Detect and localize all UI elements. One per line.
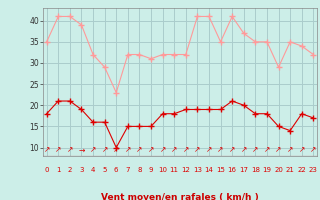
Text: ↗: ↗ bbox=[194, 146, 201, 155]
Text: ↗: ↗ bbox=[287, 146, 293, 155]
Text: ↗: ↗ bbox=[136, 146, 143, 155]
Text: ↗: ↗ bbox=[264, 146, 270, 155]
Text: ↗: ↗ bbox=[183, 146, 189, 155]
Text: ↗: ↗ bbox=[171, 146, 177, 155]
Text: ↗: ↗ bbox=[229, 146, 235, 155]
Text: ↗: ↗ bbox=[101, 146, 108, 155]
Text: →: → bbox=[78, 146, 85, 155]
Text: ↗: ↗ bbox=[217, 146, 224, 155]
Text: ↗: ↗ bbox=[148, 146, 154, 155]
Text: ↗: ↗ bbox=[310, 146, 316, 155]
Text: ↗: ↗ bbox=[299, 146, 305, 155]
Text: ↗: ↗ bbox=[44, 146, 50, 155]
Text: ↗: ↗ bbox=[275, 146, 282, 155]
Text: ↗: ↗ bbox=[90, 146, 96, 155]
Text: ↗: ↗ bbox=[125, 146, 131, 155]
Text: ↗: ↗ bbox=[206, 146, 212, 155]
Text: ↗: ↗ bbox=[67, 146, 73, 155]
Text: ↗: ↗ bbox=[113, 146, 119, 155]
Text: ↗: ↗ bbox=[241, 146, 247, 155]
X-axis label: Vent moyen/en rafales ( km/h ): Vent moyen/en rafales ( km/h ) bbox=[101, 193, 259, 200]
Text: ↗: ↗ bbox=[252, 146, 259, 155]
Text: ↗: ↗ bbox=[55, 146, 61, 155]
Text: ↗: ↗ bbox=[159, 146, 166, 155]
